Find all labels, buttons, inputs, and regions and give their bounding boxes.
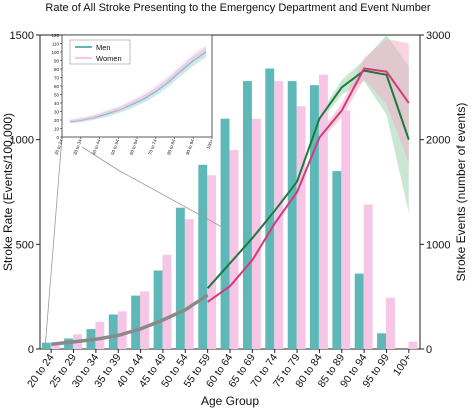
inset-x-tick-label: 70 to 74 xyxy=(147,138,157,155)
men-rate-bar xyxy=(332,171,342,349)
women-rate-bar xyxy=(386,297,395,349)
inset-y-tick-label: 30 xyxy=(54,110,60,115)
right-y-axis: 0 1000 2000 3000 xyxy=(420,30,450,356)
right-tick-label: 3000 xyxy=(426,30,450,42)
inset-y-tick-label: 50 xyxy=(54,93,60,98)
women-rate-bar xyxy=(296,106,306,349)
inset-y-tick-label: 60 xyxy=(54,84,60,89)
men-rate-bar xyxy=(243,81,252,349)
women-rate-bar xyxy=(184,219,194,349)
men-rate-bar xyxy=(153,270,163,349)
event-lines xyxy=(51,67,410,347)
right-tick-label: 0 xyxy=(426,344,432,356)
inset-y-tick-label: 40 xyxy=(54,101,60,106)
chart-title: Rate of All Stroke Presenting to the Eme… xyxy=(45,2,431,14)
men-rate-bar xyxy=(108,314,118,349)
inset-legend-box xyxy=(69,39,131,65)
men-events-line xyxy=(206,69,410,289)
inset-x-tick-label: 60 to 64 xyxy=(129,138,139,155)
inset-y-tick-label: 90 xyxy=(54,59,60,64)
women-rate-bar xyxy=(95,321,105,349)
confidence-bands xyxy=(319,35,409,213)
left-axis-label: Stroke Rate (Events/100,000) xyxy=(1,113,15,271)
left-tick-label: 1000 xyxy=(10,135,34,147)
right-tick-label: 1000 xyxy=(426,239,450,251)
inset-y-tick-label: 100 xyxy=(51,50,59,55)
men-inset-line xyxy=(69,51,207,123)
events-overlap-line xyxy=(51,293,209,347)
inset-x-tick-label: 50 to 54 xyxy=(110,138,120,155)
women-rate-bar xyxy=(207,175,217,349)
inset-y-tick-label: 110 xyxy=(52,42,60,47)
inset-connector-left xyxy=(44,136,63,350)
inset-connector-right xyxy=(117,169,223,228)
women-rate-bar xyxy=(408,341,418,349)
women-rate-bar xyxy=(50,344,60,349)
left-tick-label: 500 xyxy=(16,239,34,251)
inset-x-tick-label: 40 to 44 xyxy=(91,138,101,155)
inset-y-tick-label: 80 xyxy=(54,67,60,72)
inset-y-tick-label: 10 xyxy=(54,127,60,132)
right-axis-label: Stroke Events (number of events) xyxy=(454,103,468,282)
women-rate-bar xyxy=(319,74,328,350)
right-tick-label: 2000 xyxy=(426,135,450,147)
women-events-line xyxy=(207,67,410,303)
women-rate-bar xyxy=(363,204,373,349)
women-rate-bar xyxy=(117,311,127,349)
inset-y-tick-label: 0 xyxy=(56,135,59,140)
inset-connector-lines xyxy=(44,136,223,350)
inset-x-tick-label: 20 to 24 xyxy=(54,138,64,155)
inset-legend-label: Women xyxy=(96,54,122,63)
men-rate-bar xyxy=(265,68,275,349)
inset-chart: 0 10 20 30 40 50 60 70 80 90 100 110 120 20 to 24 30 t… xyxy=(51,33,214,156)
men-rate-bar xyxy=(220,118,230,349)
men-rate-bar xyxy=(175,207,185,349)
x-axis-label: Age Group xyxy=(201,394,259,408)
inset-x-tick-label: 100+ xyxy=(206,138,214,150)
inset-x-tick-label: 90 to 94 xyxy=(185,138,195,155)
left-y-axis: 0 500 1000 1500 xyxy=(10,30,40,356)
women-rate-bar xyxy=(229,150,239,349)
men-rate-bar xyxy=(310,85,319,349)
women-rate-bar xyxy=(140,291,149,349)
inset-y-tick-label: 20 xyxy=(54,118,60,123)
inset-x-tick-label: 30 to 34 xyxy=(72,138,82,155)
men-rate-bar xyxy=(287,81,297,349)
women-events-confidence-band xyxy=(319,39,409,163)
left-tick-label: 1500 xyxy=(10,30,34,42)
men-rate-bar xyxy=(377,333,386,349)
inset-legend-label: Men xyxy=(96,43,111,52)
women-inset-line xyxy=(69,49,207,122)
men-rate-bar xyxy=(131,295,141,349)
women-rate-bar xyxy=(274,81,284,349)
women-rate-bar xyxy=(162,254,172,349)
men-rate-bar xyxy=(354,273,364,349)
men-rate-bar xyxy=(41,342,51,349)
inset-connector-mid xyxy=(81,146,119,171)
inset-x-tick-label: 80 to 84 xyxy=(166,138,176,155)
women-rate-bar xyxy=(341,110,351,350)
x-tick-label: 100+ xyxy=(391,352,414,378)
bar-series xyxy=(41,68,418,350)
left-tick-label: 0 xyxy=(28,344,34,356)
inset-y-tick-label: 70 xyxy=(54,76,60,81)
men-rate-bar xyxy=(198,164,208,349)
inset-y-tick-label: 120 xyxy=(51,33,59,38)
